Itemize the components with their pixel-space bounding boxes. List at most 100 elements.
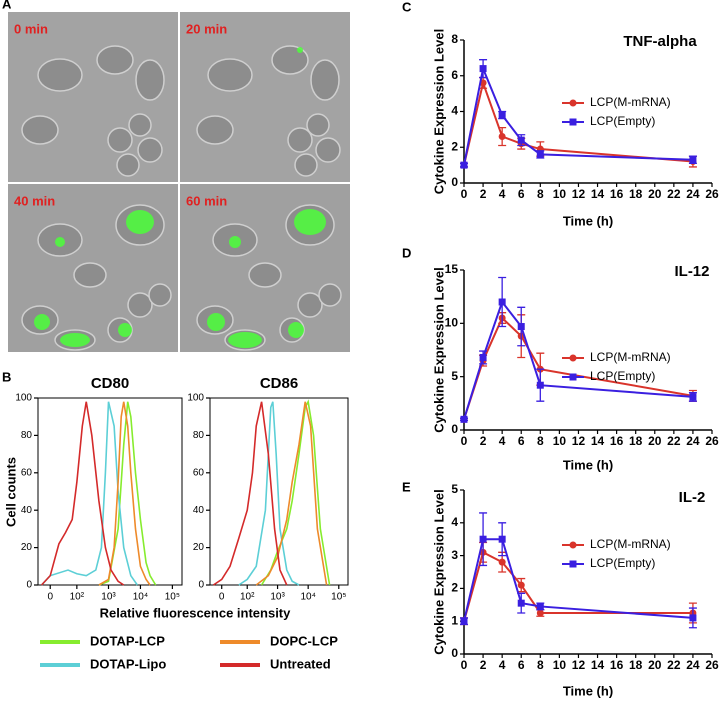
- x-tick-label: 0: [219, 592, 225, 603]
- series-line: [98, 401, 151, 586]
- x-tick-label: 26: [705, 434, 719, 448]
- y-tick-label: 0: [26, 580, 32, 591]
- x-tick-label: 10³: [270, 592, 285, 603]
- y-axis-label: Cytokine Expression Level: [431, 267, 446, 432]
- legend-label: Untreated: [270, 656, 331, 671]
- x-tick-label: 2: [480, 434, 487, 448]
- data-point: [498, 111, 506, 119]
- data-point: [479, 353, 487, 361]
- series-line: [238, 401, 300, 586]
- data-point: [536, 381, 544, 389]
- y-tick-label: 100: [187, 393, 204, 404]
- x-tick-label: 18: [629, 187, 643, 201]
- y-tick-label: 100: [15, 393, 32, 404]
- x-tick-label: 2: [480, 187, 487, 201]
- x-tick-label: 6: [518, 658, 525, 672]
- x-tick-label: 24: [686, 187, 700, 201]
- x-axis-label: Time (h): [563, 213, 613, 228]
- legend-label: LCP(Empty): [590, 369, 655, 383]
- x-tick-label: 12: [572, 434, 586, 448]
- panel-letter: C: [402, 0, 412, 14]
- x-tick-label: 16: [610, 434, 624, 448]
- plot-frame: [209, 397, 349, 586]
- x-tick-label: 6: [518, 434, 525, 448]
- y-tick-label: 0: [451, 646, 458, 660]
- y-tick-label: 0: [451, 175, 458, 189]
- chart-title: IL-2: [679, 489, 706, 506]
- legend-label: DOTAP-LCP: [90, 633, 165, 648]
- x-tick-label: 0: [461, 434, 468, 448]
- y-tick-label: 0: [451, 422, 458, 436]
- legend-label: LCP(M-mRNA): [590, 95, 671, 109]
- legend-label: LCP(M-mRNA): [590, 537, 671, 551]
- x-tick-label: 6: [518, 187, 525, 201]
- y-tick-label: 80: [21, 430, 33, 441]
- x-tick-label: 8: [537, 187, 544, 201]
- x-tick-label: 20: [648, 187, 662, 201]
- data-point: [498, 298, 506, 306]
- y-tick-label: 6: [451, 68, 458, 82]
- legend-marker: [569, 541, 577, 549]
- x-tick-label: 10: [553, 658, 567, 672]
- legend-label: LCP(Empty): [590, 556, 655, 570]
- series-line: [463, 316, 694, 420]
- legend-marker: [569, 99, 577, 107]
- x-tick-label: 8: [537, 434, 544, 448]
- x-tick-label: 18: [629, 658, 643, 672]
- legend-marker: [569, 118, 577, 126]
- y-tick-label: 60: [21, 467, 33, 478]
- data-point: [479, 65, 487, 73]
- time-caption: 20 min: [186, 21, 227, 36]
- x-tick-label: 0: [47, 592, 53, 603]
- x-tick-label: 8: [537, 658, 544, 672]
- y-axis-label: Cytokine Expression Level: [431, 489, 446, 654]
- data-point: [517, 581, 525, 589]
- x-tick-label: 0: [461, 658, 468, 672]
- series-line: [260, 399, 331, 586]
- chart-title: CD80: [91, 375, 129, 392]
- legend-label: LCP(Empty): [590, 114, 655, 128]
- legend-label: LCP(M-mRNA): [590, 350, 671, 364]
- x-tick-label: 20: [648, 658, 662, 672]
- y-tick-label: 5: [451, 482, 458, 496]
- plot-frame: [37, 397, 183, 586]
- y-tick-label: 4: [451, 104, 458, 118]
- series-line: [463, 79, 694, 166]
- data-point: [498, 133, 506, 141]
- y-tick-label: 60: [193, 467, 205, 478]
- x-tick-label: 12: [572, 658, 586, 672]
- y-tick-label: 8: [451, 32, 458, 46]
- x-tick-label: 22: [667, 187, 681, 201]
- x-tick-label: 4: [499, 434, 506, 448]
- series-line: [212, 401, 288, 586]
- x-tick-label: 16: [610, 187, 624, 201]
- x-tick-label: 24: [686, 434, 700, 448]
- series-line: [463, 299, 693, 420]
- y-tick-label: 0: [198, 580, 204, 591]
- time-caption: 60 min: [186, 193, 227, 208]
- y-tick-label: 80: [193, 430, 205, 441]
- chart-title: TNF-alpha: [623, 33, 697, 50]
- panel-letter: A: [2, 0, 12, 11]
- x-tick-label: 22: [667, 434, 681, 448]
- x-tick-label: 0: [461, 187, 468, 201]
- x-tick-label: 4: [499, 658, 506, 672]
- y-tick-label: 3: [451, 548, 458, 562]
- y-tick-label: 40: [21, 505, 33, 516]
- series-line: [40, 401, 138, 586]
- legend-marker: [569, 560, 577, 568]
- series-line: [40, 401, 125, 586]
- data-point: [479, 535, 487, 543]
- y-tick-label: 20: [21, 542, 33, 553]
- data-point: [536, 609, 544, 617]
- x-tick-label: 12: [572, 187, 586, 201]
- x-tick-label: 16: [610, 658, 624, 672]
- y-tick-label: 2: [451, 139, 458, 153]
- x-tick-label: 10: [553, 434, 567, 448]
- data-point: [460, 617, 468, 625]
- y-tick-label: 1: [451, 613, 458, 627]
- y-tick-label: 2: [451, 581, 458, 595]
- chart-title: CD86: [260, 375, 298, 392]
- x-tick-label: 10²: [240, 592, 255, 603]
- data-point: [517, 136, 525, 144]
